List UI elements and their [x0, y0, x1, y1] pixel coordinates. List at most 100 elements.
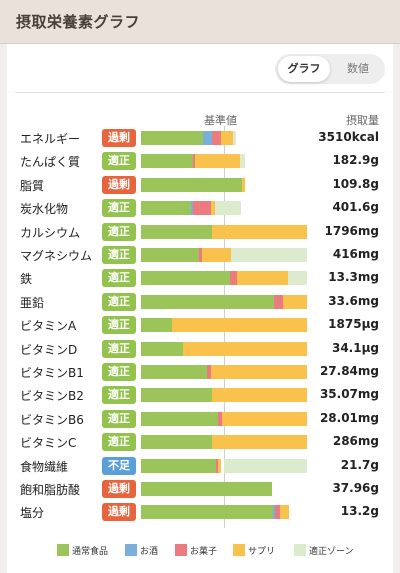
divider [15, 92, 385, 93]
bar-area [141, 201, 307, 216]
legend-swatch [294, 544, 306, 556]
bar-area [141, 131, 307, 145]
status-badge: 適正 [102, 339, 136, 358]
intake-value: 13.2g [340, 504, 379, 519]
nutrient-label: 脂質 [20, 178, 45, 193]
graph-view-button[interactable]: グラフ [278, 56, 330, 82]
nutrient-row: 鉄 適正 13.3mg [7, 268, 393, 288]
bar-segment-supplement [212, 435, 307, 450]
intake-value: 109.8g [332, 176, 379, 191]
nutrient-label: ビタミンB1 [20, 366, 84, 380]
bar-segment-normal [141, 154, 194, 169]
standard-column-header: 基準値 [204, 114, 237, 127]
bar-segment-supplement [242, 177, 245, 192]
bar-area [141, 365, 307, 379]
intake-value: 37.96g [332, 481, 379, 495]
nutrient-label: ビタミンA [20, 319, 77, 334]
bar-segment-supplement [212, 388, 307, 403]
bar-segment-supplement [210, 365, 307, 379]
bar-segment-supplement [171, 318, 307, 333]
bar-area [141, 411, 307, 426]
bar-segment-normal [141, 294, 274, 309]
page-header: 摂取栄養素グラフ [0, 0, 400, 44]
view-toggle: グラフ 数値 [275, 54, 385, 84]
bar-segment-supplement [222, 411, 307, 426]
legend-swatch [233, 544, 245, 556]
bar-segment-normal [141, 411, 219, 426]
nutrient-label: 亜鉛 [20, 295, 45, 310]
legend-label: お酒 [140, 547, 159, 557]
legend-swatch [175, 544, 187, 556]
nutrient-label: 塩分 [20, 506, 45, 521]
nutrient-row: カルシウム 適正 1796mg [7, 222, 393, 242]
legend-item-normal: 通常食品 [57, 544, 108, 560]
bar-segment-normal [141, 224, 212, 239]
bar-segment-normal [141, 505, 273, 520]
bar-segment-supplement [210, 201, 215, 216]
bar-segment-normal [141, 131, 204, 145]
nutrient-row: たんぱく質 適正 182.9g [7, 151, 393, 171]
bar-segment-normal [141, 318, 172, 333]
bar-segment-supplement [218, 458, 221, 473]
nutrient-row: ビタミンC 適正 286mg [7, 432, 393, 452]
nutrient-row: 脂質 過剰 109.8g [7, 175, 393, 195]
bar-area [141, 154, 307, 169]
intake-value: 33.6mg [328, 293, 379, 308]
status-badge: 適正 [102, 363, 136, 381]
nutrient-row: 炭水化物 適正 401.6g [7, 198, 393, 218]
intake-value: 1875μg [328, 317, 379, 332]
nutrient-label: ビタミンD [20, 342, 78, 357]
intake-value: 286mg [332, 434, 379, 449]
bar-segment-normal [141, 177, 243, 192]
nutrient-label: 鉄 [20, 272, 33, 287]
bar-area [141, 435, 307, 450]
status-badge: 適正 [102, 409, 136, 428]
bar-area [141, 271, 307, 286]
bar-segment-snack [275, 505, 280, 520]
bar-segment-snack [193, 201, 211, 216]
intake-value: 35.07mg [319, 387, 379, 402]
bar-segment-supplement [237, 271, 288, 286]
bar-segment-supplement [211, 224, 307, 239]
intake-value: 13.3mg [328, 270, 379, 285]
bar-segment-normal [141, 271, 230, 286]
nutrient-label: たんぱく質 [20, 155, 81, 170]
nutrient-row: ビタミンB6 適正 28.01mg [7, 409, 393, 429]
nutrient-label: ビタミンB6 [20, 412, 84, 427]
status-badge: 適正 [102, 269, 136, 288]
intake-value: 401.6g [332, 200, 379, 215]
bar-area [141, 505, 307, 520]
nutrient-label: ビタミンC [20, 436, 77, 451]
bar-segment-supplement [282, 294, 307, 309]
chart-legend: 通常食品 お酒 お菓子 サプリ 適正ゾーン [7, 544, 393, 560]
intake-value: 1796mg [324, 223, 380, 238]
legend-label: 適正ゾーン [309, 547, 354, 557]
number-view-button[interactable]: 数値 [347, 62, 369, 75]
bar-segment-snack [215, 458, 219, 473]
bar-segment-snack [199, 248, 202, 262]
bar-segment-normal [141, 341, 183, 356]
bar-segment-alcohol [272, 505, 276, 520]
status-badge: 過剰 [102, 480, 136, 498]
status-badge: 適正 [102, 199, 136, 218]
bar-segment-normal [141, 388, 213, 403]
status-badge: 適正 [102, 152, 136, 171]
nutrient-row: 塩分 過剰 13.2g [7, 502, 393, 522]
bar-segment-snack [212, 131, 221, 145]
bar-segment-supplement [279, 505, 289, 520]
nutrient-row: ビタミンB1 適正 27.84mg [7, 362, 393, 382]
intake-value: 28.01mg [319, 410, 379, 425]
nutrient-row: ビタミンD 適正 34.1μg [7, 339, 393, 359]
bar-segment-snack [229, 271, 238, 286]
bar-segment-alcohol [203, 131, 213, 145]
nutrient-row: エネルギー 過剰 3510kcal [7, 128, 393, 148]
status-badge: 適正 [102, 433, 136, 452]
bar-segment-normal [141, 201, 191, 216]
nutrient-label: ビタミンB2 [20, 389, 84, 404]
nutrient-label: エネルギー [20, 132, 81, 146]
legend-label: お菓子 [190, 547, 218, 557]
nutrient-label: 食物繊維 [20, 459, 69, 474]
legend-label: 通常食品 [72, 547, 109, 557]
bar-segment-normal [141, 435, 213, 450]
status-badge: 適正 [102, 246, 136, 264]
